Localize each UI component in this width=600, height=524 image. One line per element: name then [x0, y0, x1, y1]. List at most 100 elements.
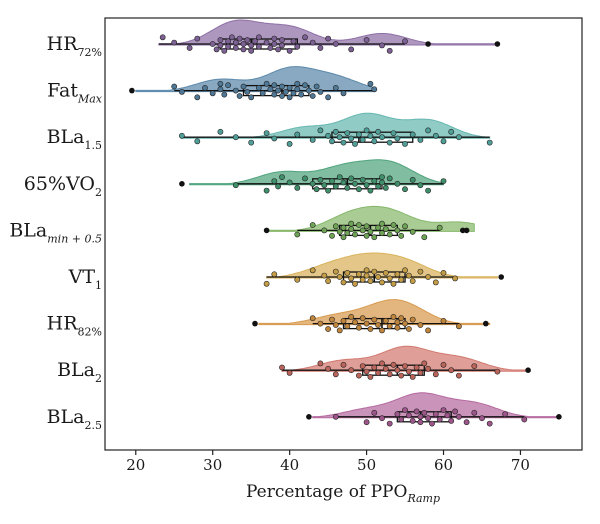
- point-vt1: [452, 275, 458, 282]
- point-hr72: [294, 43, 301, 50]
- point-hr72: [332, 41, 339, 47]
- point-bla15: [348, 135, 355, 142]
- point-bla25: [409, 417, 416, 424]
- point-hr72: [159, 34, 166, 41]
- point-bla2: [382, 365, 389, 372]
- point-fatmax: [255, 85, 262, 91]
- point-vt1: [363, 272, 370, 279]
- outlier-fatmax: [129, 87, 135, 94]
- point-bla2: [390, 361, 397, 368]
- point-bla15: [386, 139, 393, 146]
- point-hr82: [409, 316, 416, 323]
- point-vt1: [398, 276, 405, 283]
- row-label-blamin05: BLamin + 0.5: [9, 219, 102, 245]
- point-hr72: [271, 41, 278, 47]
- point-fatmax: [171, 83, 178, 90]
- point-bla15: [325, 132, 331, 139]
- point-bla15: [432, 132, 439, 139]
- point-65vo2: [348, 175, 355, 182]
- point-bla25: [432, 411, 439, 417]
- point-fatmax: [225, 82, 231, 89]
- point-bla2: [394, 367, 401, 374]
- point-vt1: [321, 272, 328, 279]
- point-bla2: [432, 371, 439, 378]
- point-fatmax: [263, 80, 270, 87]
- point-vt1: [402, 267, 408, 274]
- point-bla2: [448, 367, 455, 374]
- plot-frame: [104, 17, 583, 451]
- point-hr82: [355, 324, 362, 331]
- point-fatmax: [302, 82, 308, 89]
- point-bla15: [375, 128, 381, 135]
- point-hr72: [271, 35, 278, 42]
- point-bla25: [402, 407, 408, 413]
- density-layer: [135, 19, 560, 419]
- point-blamin05: [355, 222, 362, 228]
- row-label-hr82: HR82%: [47, 313, 102, 339]
- point-bla15: [367, 132, 374, 139]
- outlier-65vo2: [179, 181, 185, 187]
- point-hr72: [279, 42, 285, 49]
- point-fatmax: [209, 90, 216, 97]
- point-blamin05: [421, 234, 428, 241]
- point-hr72: [194, 35, 201, 42]
- point-bla2: [402, 363, 408, 369]
- row-label-bla15: BLa1.5: [47, 126, 102, 152]
- point-bla25: [502, 411, 508, 417]
- point-blamin05: [409, 228, 416, 235]
- point-fatmax: [259, 90, 266, 97]
- point-hr82: [363, 320, 370, 327]
- point-blamin05: [348, 226, 355, 232]
- point-hr82: [398, 315, 405, 322]
- point-vt1: [417, 268, 424, 275]
- point-hr82: [352, 319, 358, 326]
- point-hr82: [455, 323, 462, 330]
- row-label-hr72: HR72%: [47, 33, 102, 59]
- point-vt1: [367, 278, 374, 284]
- point-hr82: [417, 322, 424, 328]
- point-bla25: [379, 415, 385, 422]
- point-bla25: [425, 415, 431, 422]
- point-hr82: [386, 323, 393, 330]
- point-fatmax: [340, 90, 347, 97]
- point-vt1: [359, 276, 366, 283]
- point-hr82: [317, 320, 324, 327]
- point-65vo2: [294, 184, 301, 191]
- point-bla15: [455, 134, 462, 141]
- point-vt1: [271, 271, 278, 278]
- x-axis: 20 30 40 50 60 70: [126, 450, 530, 474]
- point-fatmax: [286, 94, 293, 101]
- point-bla2: [413, 364, 420, 371]
- point-vt1: [263, 280, 270, 287]
- point-bla25: [448, 417, 455, 424]
- point-65vo2: [275, 183, 281, 190]
- point-bla15: [417, 136, 424, 143]
- point-fatmax: [325, 94, 331, 101]
- point-bla15: [294, 131, 301, 138]
- point-vt1: [379, 279, 385, 286]
- point-hr82: [329, 316, 335, 323]
- point-bla2: [375, 369, 381, 376]
- x-tick-label: 50: [357, 456, 376, 474]
- point-fatmax: [221, 91, 228, 98]
- point-blamin05: [352, 231, 358, 238]
- point-blamin05: [309, 222, 316, 228]
- row-label-65vo2: 65%VO2: [24, 173, 102, 199]
- point-hr82: [390, 313, 397, 320]
- row-label-sub: 2: [95, 186, 102, 199]
- point-bla25: [413, 408, 420, 415]
- density-65vo2: [189, 159, 444, 186]
- point-65vo2: [336, 174, 343, 180]
- row-label-bla25: BLa2.5: [47, 406, 102, 432]
- point-65vo2: [309, 180, 316, 187]
- point-65vo2: [359, 176, 366, 183]
- point-hr82: [394, 319, 401, 326]
- point-fatmax: [267, 86, 274, 93]
- point-hr82: [359, 315, 366, 322]
- point-bla25: [455, 413, 462, 420]
- point-hr72: [225, 43, 231, 50]
- point-hr82: [402, 320, 408, 327]
- point-vt1: [432, 279, 439, 286]
- outlier-blamin05: [463, 227, 470, 234]
- point-hr72: [248, 47, 255, 54]
